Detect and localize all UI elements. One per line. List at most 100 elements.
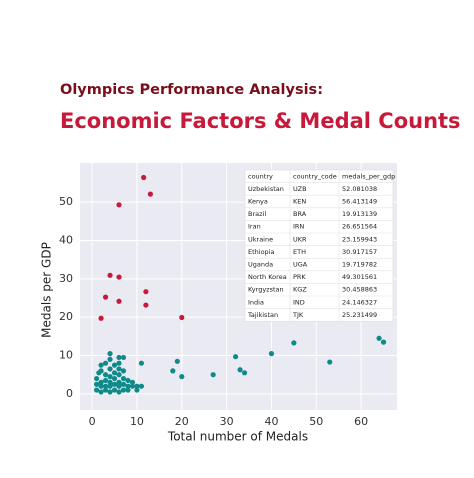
point — [291, 340, 297, 346]
y-tick-label: 50 — [59, 195, 73, 208]
x-tick-label: 60 — [354, 415, 368, 428]
table-cell: 49.301561 — [342, 273, 377, 281]
point — [107, 374, 113, 380]
table-cell: 25.231499 — [342, 311, 377, 319]
highlight-point — [116, 298, 122, 304]
x-tick-label: 30 — [220, 415, 234, 428]
point — [120, 387, 127, 393]
point — [327, 359, 333, 365]
point — [129, 379, 136, 385]
marks — [93, 174, 387, 395]
highlight-point — [102, 294, 109, 300]
highlight-point — [98, 315, 104, 321]
point — [376, 335, 382, 341]
point — [120, 368, 127, 374]
point — [129, 383, 136, 389]
y-tick-label: 0 — [66, 387, 73, 400]
point — [116, 360, 122, 366]
table-cell: UKR — [293, 235, 307, 243]
point — [98, 383, 104, 389]
point — [98, 379, 104, 385]
point — [93, 387, 100, 393]
point — [116, 372, 122, 378]
table-cell: TJK — [292, 311, 304, 319]
table-header: country_code — [293, 172, 337, 180]
highlight-point — [147, 191, 153, 197]
point — [111, 381, 118, 387]
table-cell: North Korea — [248, 273, 287, 281]
point — [98, 389, 104, 395]
table-cell: Uganda — [248, 261, 273, 269]
table-cell: UZB — [293, 185, 307, 193]
highlight-point — [107, 272, 113, 278]
table-cell: Brazil — [248, 210, 266, 218]
point — [107, 383, 113, 389]
table-header: country — [248, 172, 273, 180]
point — [241, 370, 248, 376]
point — [107, 379, 113, 385]
chart-subtitle: Economic Factors & Medal Counts — [60, 109, 461, 133]
point — [107, 351, 113, 357]
point — [120, 375, 127, 382]
point — [116, 379, 122, 385]
table-cell: 23.159943 — [342, 235, 377, 243]
table-cell: Kyrgyzstan — [248, 286, 284, 294]
point — [210, 372, 216, 378]
chart-title: Olympics Performance Analysis: — [60, 82, 323, 98]
table-cell: KEN — [293, 198, 306, 206]
point — [138, 360, 145, 366]
table-cell: BRA — [293, 210, 307, 218]
highlight-point — [143, 302, 149, 308]
point — [170, 368, 176, 374]
point — [107, 356, 113, 362]
point — [107, 366, 113, 372]
point — [380, 339, 387, 345]
point — [232, 354, 239, 360]
x-tick-label: 10 — [130, 415, 144, 428]
data-table: country country_code medals_per_gdp Uzbekis… — [244, 169, 395, 322]
highlight-point — [141, 174, 147, 181]
point — [93, 381, 100, 387]
y-axis-label: Medals per GDP — [40, 242, 54, 338]
table-cell: 26.651564 — [342, 223, 377, 231]
table-cell: Uzbekistan — [248, 185, 284, 193]
table-cell: Kenya — [248, 198, 268, 206]
point — [116, 389, 122, 395]
point — [237, 367, 243, 373]
table-cell: ETH — [293, 248, 306, 256]
table-cell: 30.458863 — [342, 286, 377, 294]
y-tick-label: 20 — [59, 310, 73, 323]
x-axis-label: Total number of Medals — [167, 430, 308, 444]
point — [93, 375, 100, 382]
table-cell: IRN — [293, 223, 304, 231]
y-tick-label: 30 — [59, 272, 73, 285]
x-tick-label: 50 — [309, 415, 323, 428]
highlight-point — [116, 202, 122, 208]
table-cell: Ukraine — [248, 235, 273, 243]
point — [111, 387, 118, 393]
table-cell: Tajikistan — [247, 311, 278, 319]
highlight-point — [116, 274, 122, 280]
point — [98, 362, 104, 368]
point — [111, 370, 118, 376]
point — [174, 358, 180, 364]
table-cell: UGA — [293, 261, 308, 269]
table-cell: IND — [293, 298, 305, 306]
point — [179, 374, 185, 380]
point — [116, 383, 122, 389]
point — [120, 354, 127, 361]
point — [268, 351, 275, 357]
point — [116, 366, 122, 372]
y-tick-label: 10 — [59, 349, 73, 362]
point — [107, 389, 113, 395]
table-cell: KGZ — [293, 286, 307, 294]
point — [134, 387, 140, 393]
table-cell: India — [248, 298, 264, 306]
point — [134, 383, 140, 389]
table-cell: Iran — [248, 223, 261, 231]
point — [111, 375, 118, 382]
point — [102, 383, 109, 389]
point — [125, 377, 131, 384]
x-tick-label: 0 — [89, 415, 96, 428]
